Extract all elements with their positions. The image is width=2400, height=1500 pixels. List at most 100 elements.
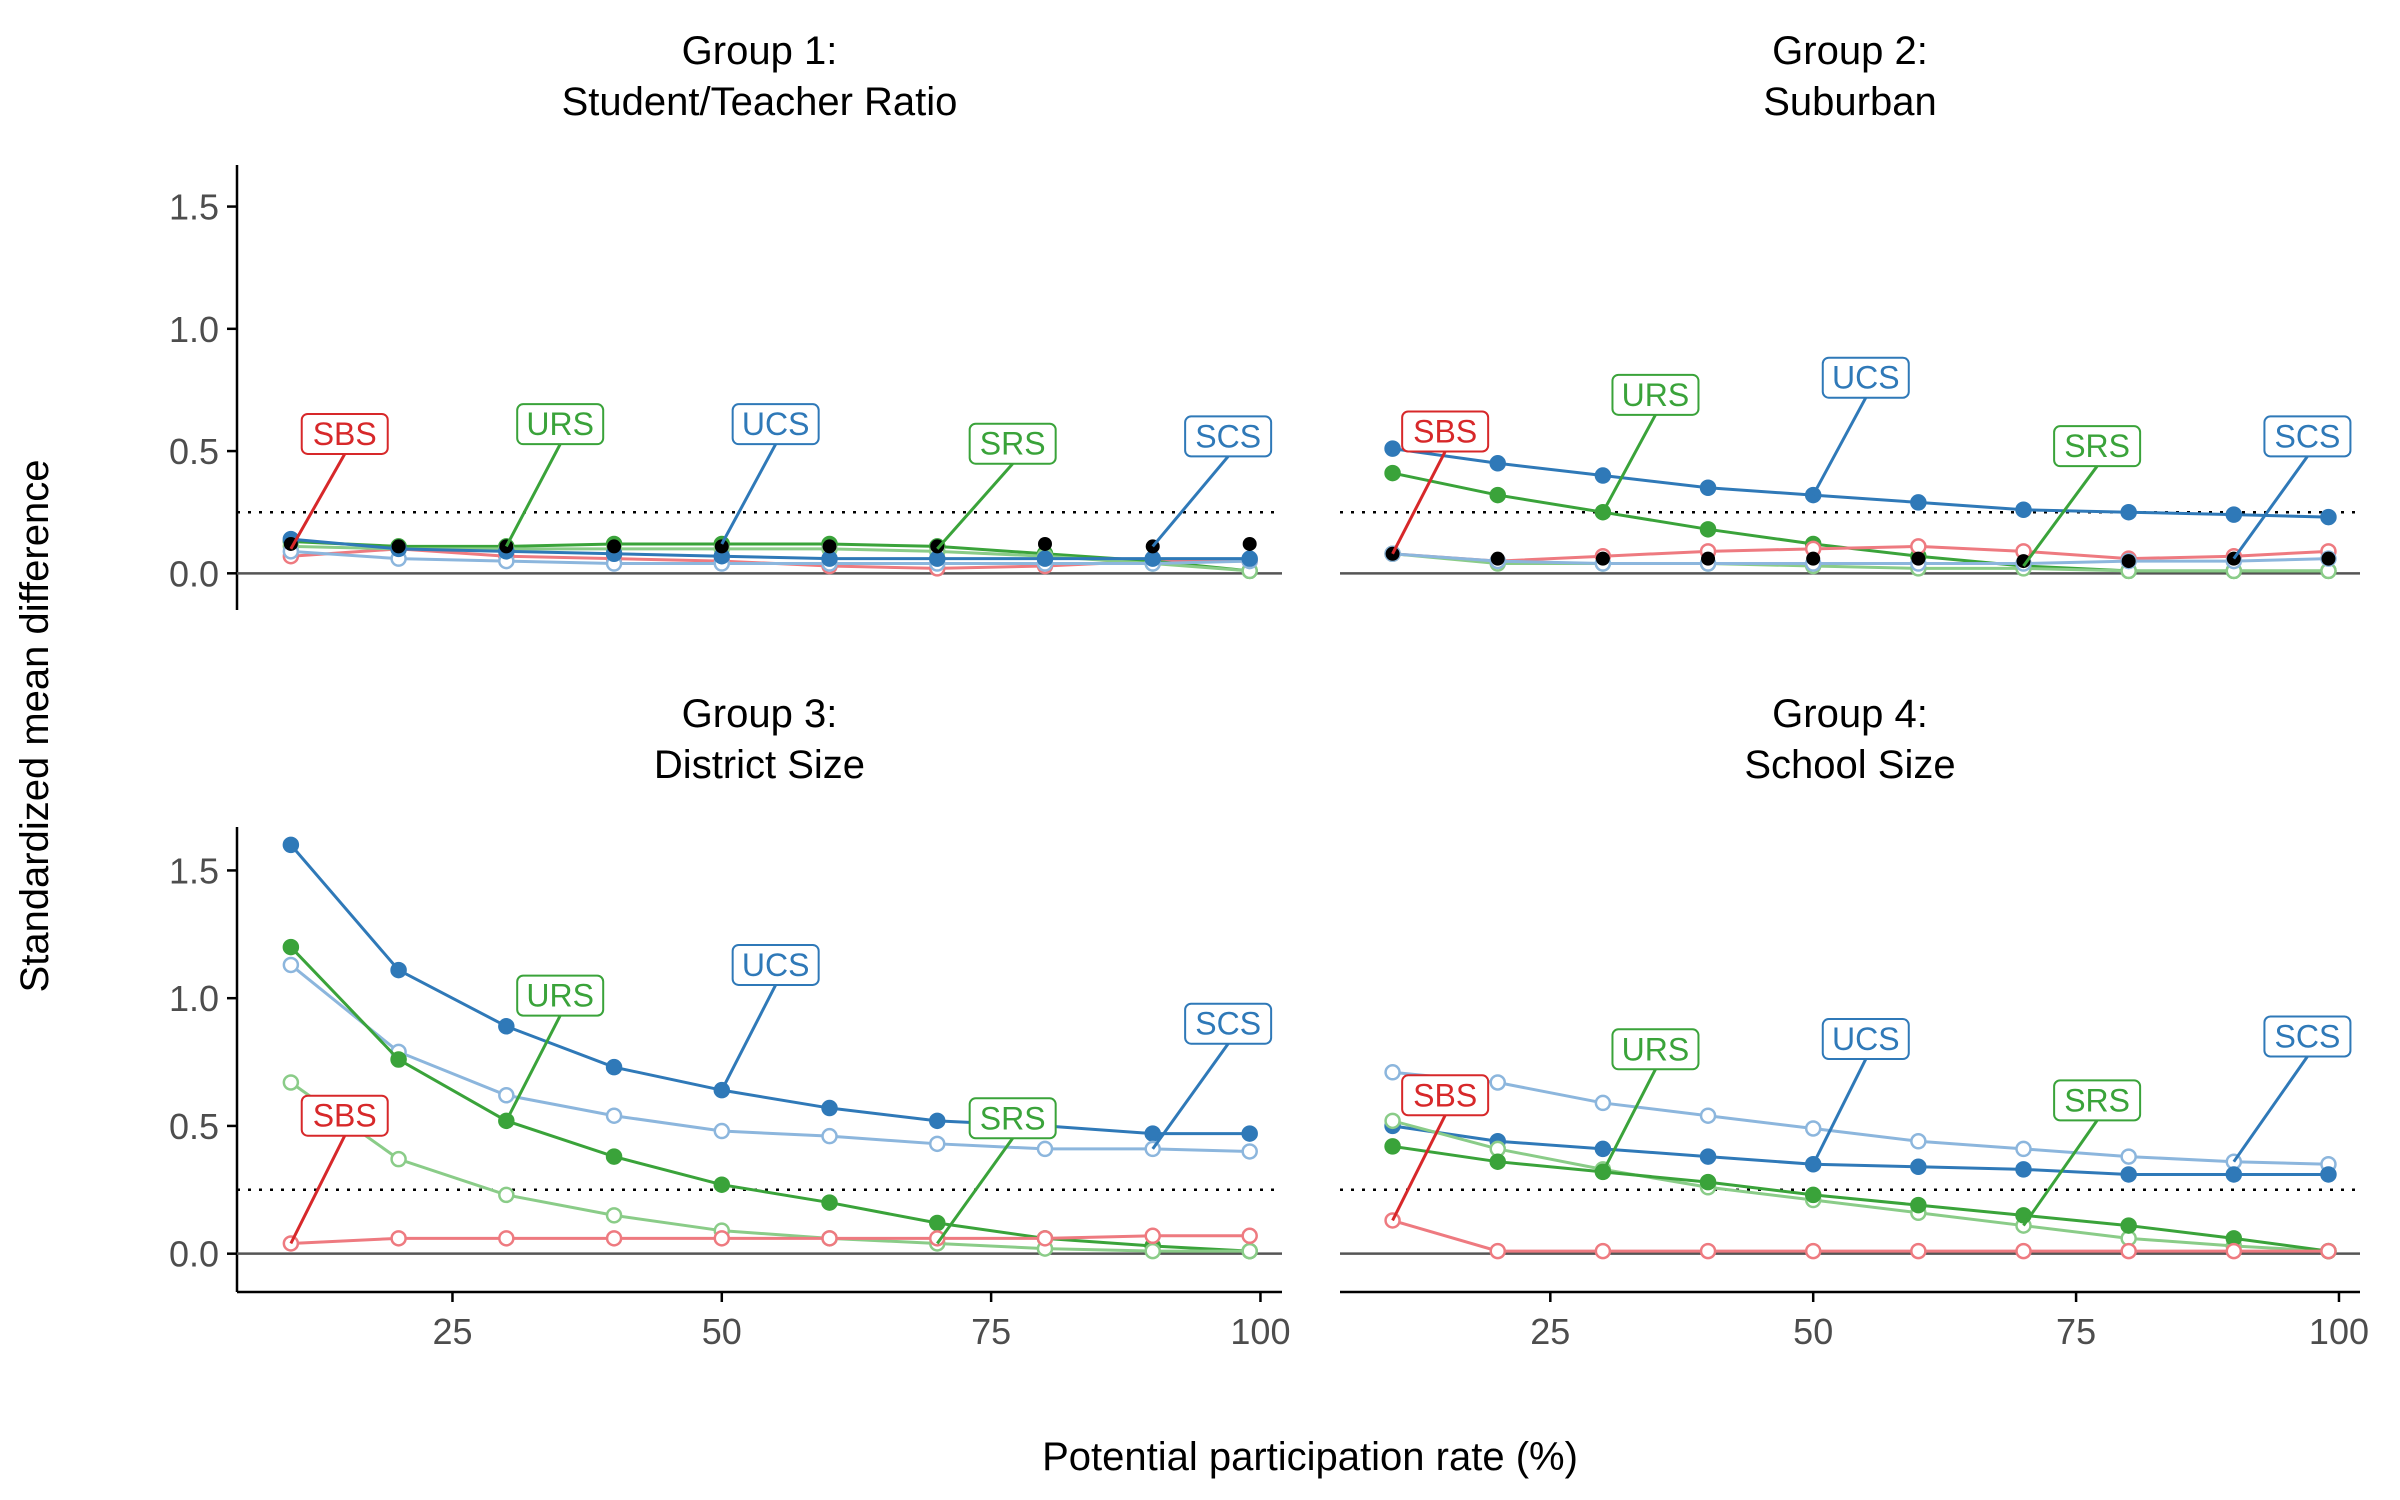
data-point [1489, 486, 1506, 504]
data-point [1806, 551, 1821, 566]
label-leader-line [936, 462, 1014, 550]
data-point [390, 1051, 407, 1068]
method-label: URS [1622, 377, 1690, 413]
data-point [1699, 479, 1717, 496]
data-point [1910, 1133, 1927, 1150]
series-line-urs-adjusted [1392, 1144, 2329, 1253]
y-tick-label: 0.0 [169, 553, 219, 594]
panel-4: Group 4: School Size 25 50 75 100 SBS URS UCS SRS… [1340, 692, 2369, 1352]
data-point [821, 1127, 838, 1145]
panel-title-line2: Student/Teacher Ratio [562, 80, 958, 124]
method-label: UCS [1832, 1021, 1900, 1057]
data-point [2320, 1242, 2337, 1260]
panel-1: Group 1: Student/Teacher Ratio 0.0 0.5 1.0 1.… [169, 29, 1282, 610]
label-leader-line [1601, 1068, 1657, 1173]
label-leader-line [1151, 455, 1230, 548]
data-point [1699, 521, 1717, 538]
label-box [1184, 415, 1273, 458]
series-line-sbs-unadjusted [1392, 1219, 2329, 1253]
series-line-ucs-unadjusted [290, 549, 1250, 566]
data-point [713, 1176, 731, 1193]
series-line-ucs-adjusted [290, 537, 1250, 561]
data-point [1144, 1125, 1161, 1142]
data-point [498, 1087, 515, 1104]
label-leader-line [720, 984, 777, 1091]
data-point [1701, 551, 1716, 566]
panel-title-line1: Group 2: [1772, 29, 1928, 73]
method-label: URS [526, 406, 594, 442]
data-point [821, 1194, 838, 1211]
data-point [1384, 1112, 1401, 1130]
label-box [1401, 410, 1490, 453]
label-box [1611, 1028, 1700, 1071]
label-box [731, 943, 820, 986]
data-point [605, 1230, 623, 1247]
label-box [1611, 373, 1700, 416]
data-point [1699, 1242, 1717, 1260]
method-label: URS [526, 978, 594, 1014]
data-point [390, 961, 407, 979]
y-tick-label: 1.0 [169, 309, 219, 350]
x-tick-label: 50 [702, 1311, 742, 1352]
data-point [498, 1018, 515, 1035]
data-point [1241, 1242, 1258, 1260]
panel-title-line2: District Size [654, 743, 865, 787]
panel-title-line1: Group 1: [682, 29, 838, 73]
method-label: UCS [742, 947, 810, 983]
data-point [1490, 551, 1505, 566]
label-box [968, 422, 1057, 465]
y-tick-label: 1.0 [169, 978, 219, 1019]
data-point [2015, 1161, 2032, 1178]
data-point [2015, 1140, 2032, 1158]
data-point [498, 1186, 515, 1204]
data-point [282, 956, 300, 974]
label-leader-line [2232, 455, 2309, 560]
data-point [1489, 455, 1506, 472]
x-tick-label: 25 [1530, 1311, 1570, 1352]
series-line-ucs-unadjusted [1392, 552, 2329, 566]
data-point [605, 1058, 623, 1076]
label-leader-line [289, 453, 347, 550]
label-leader-line [1811, 397, 1868, 496]
data-point [2225, 1242, 2243, 1260]
data-point [821, 1230, 838, 1247]
data-point [929, 1214, 946, 1232]
data-point [2015, 1242, 2032, 1260]
panel-3: Group 3: District Size 0.0 0.5 1.0 1.5 25 50 75 1… [169, 692, 1291, 1352]
series-line-sbs-unadjusted [1392, 544, 2329, 563]
x-tick-label: 25 [432, 1311, 472, 1352]
data-point [929, 1230, 946, 1247]
label-box [516, 403, 605, 446]
data-point [2121, 554, 2136, 569]
data-point [821, 1099, 838, 1117]
data-point [1594, 1140, 1612, 1158]
data-point [929, 550, 946, 567]
data-point [2120, 1166, 2137, 1183]
data-point [1489, 1074, 1506, 1091]
data-point [2321, 551, 2336, 566]
y-tick-label: 0.0 [169, 1234, 219, 1275]
data-point [282, 938, 300, 956]
method-label: SBS [313, 416, 377, 452]
data-point [713, 1230, 731, 1247]
data-point [605, 1207, 623, 1224]
method-label: SCS [2275, 418, 2341, 454]
panel-title-line2: Suburban [1763, 80, 1936, 124]
data-point [1594, 467, 1612, 484]
data-point [1241, 1125, 1258, 1142]
data-point [1144, 1242, 1161, 1260]
x-tick-label: 50 [1793, 1311, 1833, 1352]
data-point [1384, 1138, 1401, 1155]
label-leader-line [1601, 414, 1657, 513]
label-box [516, 974, 605, 1017]
data-point [1241, 1227, 1258, 1245]
label-box [968, 1097, 1057, 1140]
data-point [821, 550, 838, 567]
data-point [2225, 506, 2243, 523]
label-leader-line [289, 1135, 347, 1245]
chart-panels: Group 1: Student/Teacher Ratio 0.0 0.5 1.0 1.… [169, 29, 2369, 1352]
panel-2: Group 2: Suburban SBS URS UCS SRS SCS [1340, 29, 2360, 580]
data-point [1384, 464, 1401, 482]
data-point [2225, 1166, 2243, 1183]
data-point [605, 1148, 623, 1165]
